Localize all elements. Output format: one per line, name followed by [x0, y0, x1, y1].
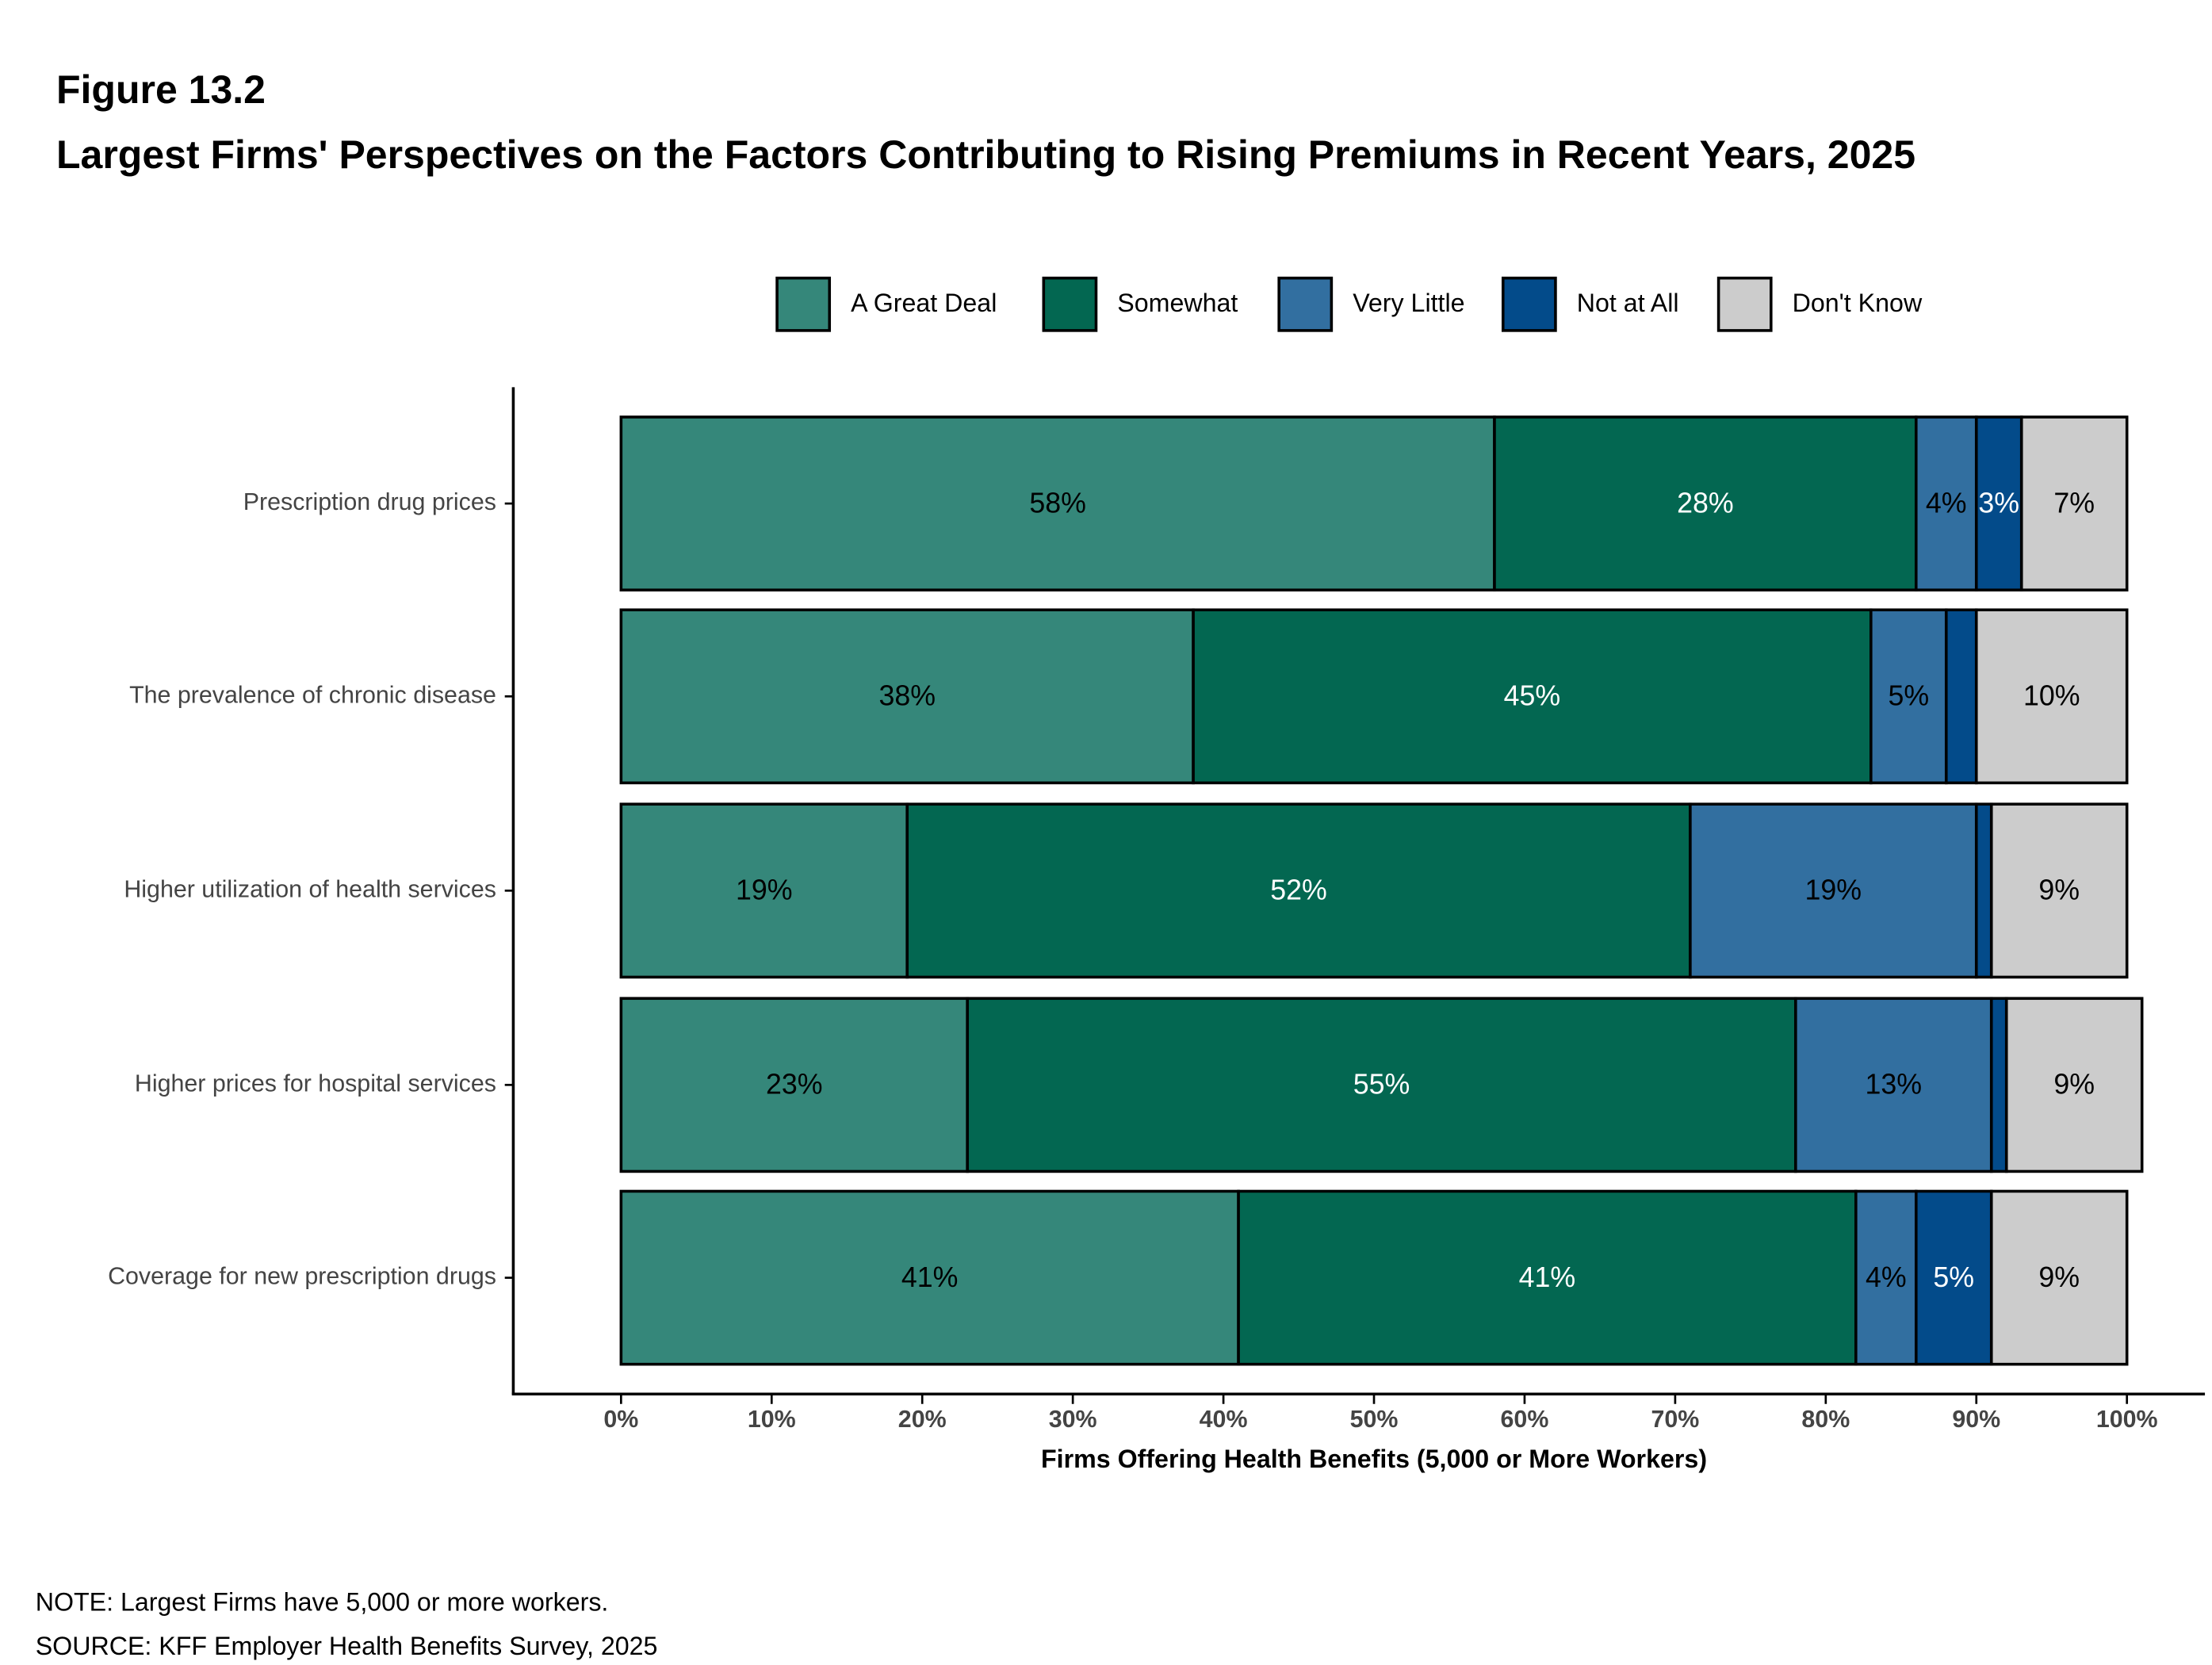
note: SOURCE: KFF Employer Health Benefits Sur… — [36, 1632, 658, 1660]
bar-segment — [619, 1189, 1240, 1366]
y-tick-label: Higher prices for hospital services — [135, 1070, 496, 1097]
legend-label: Not at All — [1577, 289, 1679, 317]
legend-label: A Great Deal — [851, 289, 997, 317]
x-tick-label: 30% — [1049, 1406, 1097, 1433]
value-label: 28% — [1677, 487, 1734, 519]
x-tick-label: 80% — [1801, 1406, 1850, 1433]
legend-swatch — [1501, 276, 1557, 332]
bar-segment — [2019, 415, 2129, 591]
bar-segment — [1944, 608, 1978, 785]
value-label: 5% — [1888, 680, 1929, 712]
x-tick-label: 50% — [1350, 1406, 1399, 1433]
legend-swatch — [1277, 276, 1334, 332]
x-axis-title: Firms Offering Health Benefits (5,000 or… — [1041, 1445, 1707, 1473]
value-label: 7% — [2053, 487, 2095, 519]
chart-title: Largest Firms' Perspectives on the Facto… — [56, 132, 1915, 177]
value-label: 23% — [766, 1069, 823, 1100]
bar-segment — [1869, 608, 1948, 785]
note: NOTE: Largest Firms have 5,000 or more w… — [36, 1587, 609, 1616]
x-tick-label: 0% — [603, 1406, 638, 1433]
value-label: 19% — [1805, 875, 1862, 906]
bar-segment — [1237, 1189, 1858, 1366]
value-label: 9% — [2053, 1069, 2095, 1100]
value-label: 13% — [1866, 1069, 1923, 1100]
legend-label: Very Little — [1353, 289, 1464, 317]
bar-segment — [1689, 802, 1978, 979]
bar-segment — [1854, 1189, 1918, 1366]
value-label: 3% — [1978, 487, 2019, 519]
bar-segment — [619, 997, 969, 1173]
bar-segment — [619, 802, 909, 979]
y-tick-label: Coverage for new prescription drugs — [108, 1263, 496, 1290]
bar-segment — [1794, 997, 1993, 1173]
bar-segment — [1974, 608, 2129, 785]
x-tick-label: 70% — [1651, 1406, 1699, 1433]
bar-segment — [1493, 415, 1918, 591]
legend-label: Don't Know — [1793, 289, 1923, 317]
value-label: 10% — [2023, 680, 2080, 712]
bar-segment — [966, 997, 1797, 1173]
bar-segment — [2004, 997, 2144, 1173]
value-label: 9% — [2038, 1261, 2080, 1293]
bar-segment — [619, 415, 1496, 591]
bar-segment — [1914, 1189, 1993, 1366]
bar-segment — [1989, 1189, 2129, 1366]
value-label: 52% — [1270, 875, 1327, 906]
x-tick-label: 60% — [1501, 1406, 1549, 1433]
x-tick-label: 10% — [748, 1406, 796, 1433]
bar-segment — [1989, 997, 2008, 1173]
bar-segment — [1989, 802, 2129, 979]
x-tick-label: 100% — [2096, 1406, 2158, 1433]
y-tick-label: Prescription drug prices — [243, 488, 496, 515]
x-tick-label: 90% — [1952, 1406, 2000, 1433]
bar-segment — [1914, 415, 1978, 591]
legend-swatch — [1716, 276, 1773, 332]
y-tick-label: Higher utilization of health services — [124, 875, 496, 902]
legend-swatch — [775, 276, 832, 332]
value-label: 4% — [1866, 1261, 1907, 1293]
value-label: 19% — [736, 875, 793, 906]
y-tick-label: The prevalence of chronic disease — [129, 681, 496, 708]
figure-label: Figure 13.2 — [56, 67, 266, 112]
value-label: 9% — [2038, 875, 2080, 906]
value-label: 45% — [1504, 680, 1561, 712]
legend-swatch — [1042, 276, 1098, 332]
value-label: 55% — [1353, 1069, 1410, 1100]
x-tick-label: 20% — [898, 1406, 947, 1433]
bar-segment — [1974, 802, 1993, 979]
value-label: 58% — [1029, 487, 1086, 519]
value-label: 41% — [1519, 1261, 1576, 1293]
legend-label: Somewhat — [1117, 289, 1238, 317]
value-label: 38% — [878, 680, 936, 712]
value-label: 5% — [1933, 1261, 1974, 1293]
value-label: 4% — [1926, 487, 1967, 519]
bar-segment — [619, 608, 1195, 785]
value-label: 41% — [901, 1261, 959, 1293]
bar-segment — [905, 802, 1692, 979]
x-tick-label: 40% — [1200, 1406, 1248, 1433]
